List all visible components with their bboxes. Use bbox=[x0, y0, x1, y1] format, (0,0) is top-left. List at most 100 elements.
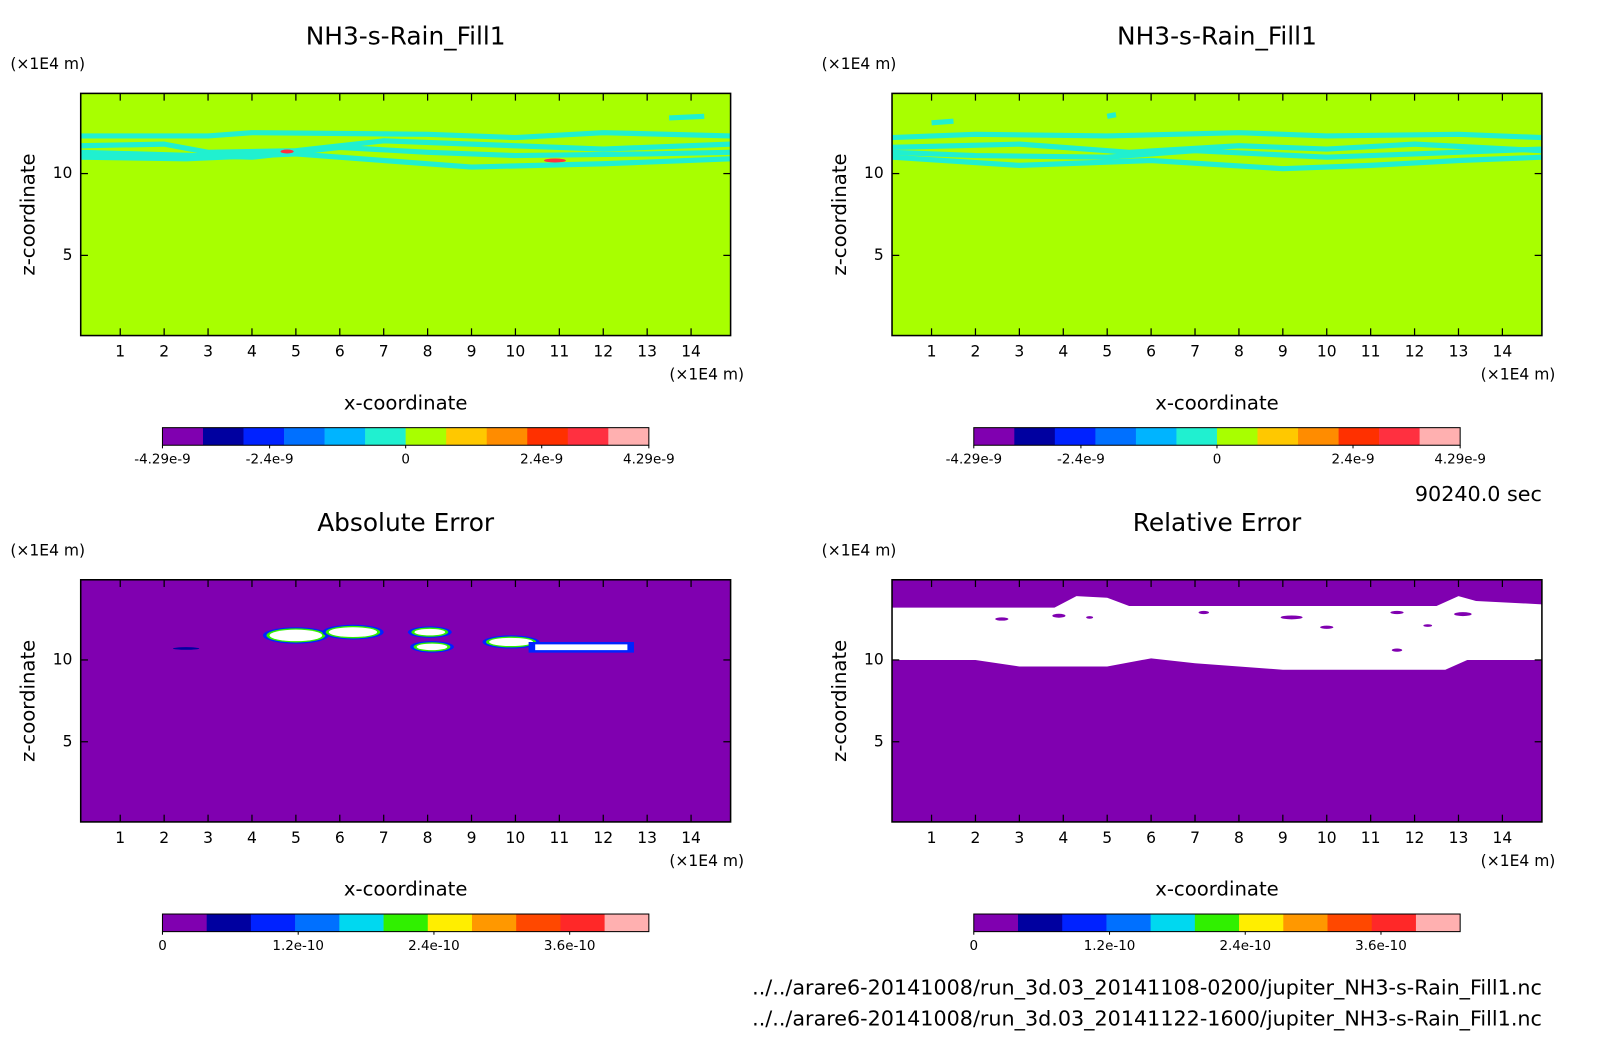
x-tick-label: 12 bbox=[593, 829, 613, 847]
x-tick-label: 14 bbox=[1493, 829, 1513, 847]
plot-frame bbox=[891, 579, 1543, 823]
colorbar-tick-label: 2.4e-9 bbox=[520, 453, 563, 468]
contour-field bbox=[80, 579, 731, 822]
colorbar-swatch bbox=[471, 914, 517, 932]
x-tick-label: 9 bbox=[467, 343, 477, 361]
contour-band bbox=[931, 118, 954, 126]
field-background bbox=[80, 93, 731, 336]
colorbar-tick-label: 0 bbox=[158, 939, 167, 954]
y-axis-label: z-coordinate bbox=[16, 640, 39, 762]
y-unit: (×1E4 m) bbox=[822, 541, 897, 559]
x-tick-label: 10 bbox=[1317, 829, 1337, 847]
colorbar-swatch bbox=[383, 914, 429, 932]
colorbar-swatch bbox=[295, 914, 340, 932]
contour-blob bbox=[489, 637, 533, 647]
x-tick-label: 8 bbox=[423, 343, 433, 361]
colorbar-swatch bbox=[527, 427, 569, 446]
colorbar-tick-label: 0 bbox=[970, 939, 979, 954]
colorbar-swatch bbox=[1095, 427, 1137, 446]
x-unit: (×1E4 m) bbox=[1481, 365, 1556, 383]
x-tick-label: 7 bbox=[1190, 343, 1200, 361]
x-tick-label: 8 bbox=[423, 829, 433, 847]
contour-blob bbox=[416, 643, 448, 651]
colorbar-tick-label: 0 bbox=[1213, 453, 1222, 468]
colorbar-tick-label: 2.4e-9 bbox=[1331, 453, 1374, 468]
contour-band bbox=[1106, 112, 1117, 119]
contour-blob bbox=[172, 647, 200, 650]
x-tick-label: 6 bbox=[1146, 343, 1156, 361]
panel: NH3-s-Rain_Fill1 (×1E4 m) (×1E4 m) x-coordi… bbox=[10, 22, 744, 468]
colorbar-swatch bbox=[162, 914, 207, 932]
colorbar-tick-label: -4.29e-9 bbox=[946, 453, 1002, 468]
x-tick-label: 14 bbox=[681, 343, 701, 361]
contour-blob bbox=[1280, 615, 1303, 620]
x-tick-label: 6 bbox=[1146, 829, 1156, 847]
x-tick-label: 6 bbox=[335, 829, 345, 847]
y-tick-label: 10 bbox=[53, 164, 73, 182]
x-tick-label: 14 bbox=[1493, 343, 1513, 361]
y-unit: (×1E4 m) bbox=[10, 55, 85, 73]
x-axis-label: x-coordinate bbox=[344, 391, 468, 414]
y-tick-label: 5 bbox=[874, 732, 884, 750]
y-unit: (×1E4 m) bbox=[10, 541, 85, 559]
contour-blob bbox=[1320, 625, 1334, 629]
colorbar-frame bbox=[161, 913, 650, 933]
colorbar-swatch bbox=[206, 914, 252, 932]
plot-frame bbox=[79, 579, 732, 823]
contour-blob bbox=[269, 629, 323, 642]
contour-blob bbox=[1423, 624, 1433, 627]
x-tick-label: 6 bbox=[335, 343, 345, 361]
plot-frame bbox=[891, 92, 1543, 337]
x-unit: (×1E4 m) bbox=[1481, 852, 1556, 870]
x-tick-label: 11 bbox=[549, 343, 569, 361]
colorbar-swatch bbox=[1150, 914, 1196, 932]
contour-band bbox=[80, 130, 731, 141]
x-tick-label: 5 bbox=[1102, 829, 1112, 847]
x-tick-label: 11 bbox=[549, 829, 569, 847]
colorbar-swatch bbox=[1135, 427, 1177, 446]
contour-region bbox=[535, 644, 628, 651]
colorbar-swatch bbox=[284, 427, 325, 446]
colorbar-swatch bbox=[973, 914, 1019, 932]
x-tick-label: 4 bbox=[1058, 343, 1068, 361]
colorbar-swatch bbox=[1419, 427, 1461, 446]
colorbar-swatch bbox=[1017, 914, 1063, 932]
contour-band bbox=[669, 113, 705, 121]
x-unit: (×1E4 m) bbox=[669, 852, 744, 870]
x-tick-label: 7 bbox=[379, 343, 389, 361]
x-tick-label: 10 bbox=[506, 829, 526, 847]
contour-blob bbox=[543, 158, 566, 163]
y-tick-label: 10 bbox=[864, 650, 884, 668]
contour-band bbox=[80, 151, 731, 170]
panel: Relative Error (×1E4 m) (×1E4 m) x-coordina… bbox=[822, 508, 1556, 954]
colorbar-tick-label: -2.4e-9 bbox=[246, 453, 294, 468]
x-axis-label: x-coordinate bbox=[1155, 391, 1279, 414]
colorbar-swatch bbox=[339, 914, 384, 932]
colorbar-swatch bbox=[1283, 914, 1328, 932]
file-path: ../../arare6-20141008/run_3d.03_20141108… bbox=[752, 976, 1542, 1001]
x-tick-label: 8 bbox=[1234, 343, 1244, 361]
x-tick-label: 10 bbox=[506, 343, 526, 361]
y-unit: (×1E4 m) bbox=[822, 55, 897, 73]
contour-blob bbox=[1454, 612, 1472, 617]
colorbar-swatch bbox=[427, 914, 473, 932]
colorbar-swatch bbox=[567, 427, 609, 446]
y-axis-label: z-coordinate bbox=[828, 640, 851, 762]
x-tick-label: 2 bbox=[971, 343, 981, 361]
colorbar-swatch bbox=[243, 427, 285, 446]
x-tick-label: 12 bbox=[593, 343, 613, 361]
colorbar-swatch bbox=[250, 914, 296, 932]
x-tick-label: 11 bbox=[1361, 343, 1381, 361]
x-tick-label: 12 bbox=[1405, 343, 1425, 361]
contour-blob bbox=[414, 628, 446, 636]
colorbar-tick-label: 3.6e-10 bbox=[1355, 939, 1407, 954]
contour-band bbox=[892, 141, 1542, 155]
chart-title: NH3-s-Rain_Fill1 bbox=[306, 22, 506, 51]
colorbar-swatch bbox=[324, 427, 366, 446]
x-tick-label: 1 bbox=[927, 343, 937, 361]
colorbar-swatch bbox=[1194, 914, 1240, 932]
colorbar-swatch bbox=[1338, 427, 1380, 446]
y-tick-label: 5 bbox=[63, 732, 73, 750]
x-tick-label: 2 bbox=[971, 829, 981, 847]
